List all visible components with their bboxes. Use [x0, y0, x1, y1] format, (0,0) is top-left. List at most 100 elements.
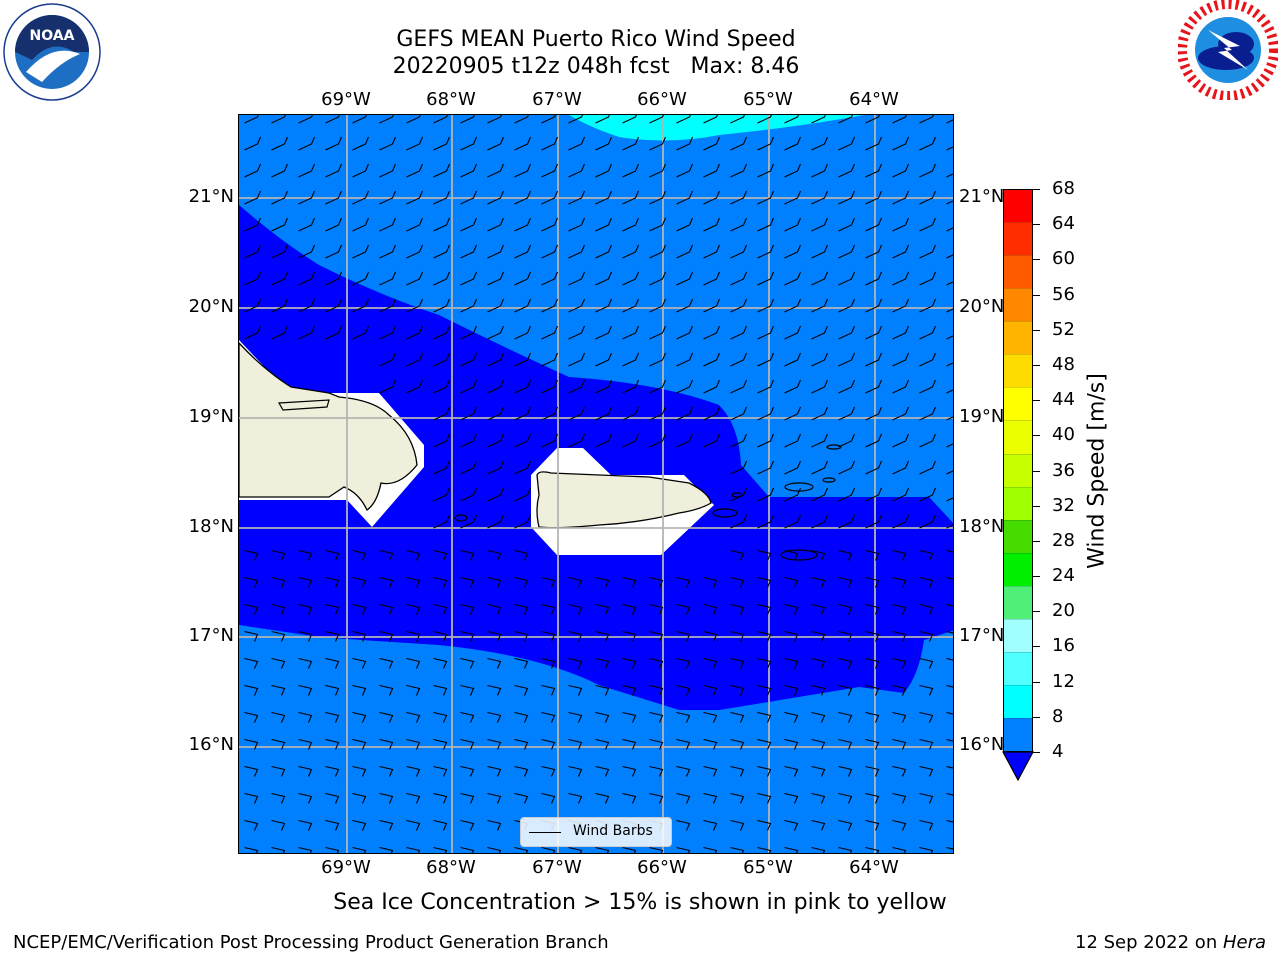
- wind-barb: [784, 738, 799, 750]
- wind-barb: [433, 460, 451, 475]
- wind-barb: [352, 792, 367, 804]
- wind-barb: [784, 379, 802, 394]
- wind-barb: [487, 846, 502, 853]
- wind-barb: [244, 325, 262, 340]
- footer-date: 12 Sep 2022 on: [1075, 932, 1223, 953]
- lat-label: 17°N: [959, 625, 1005, 646]
- colorbar-tick-label: 20: [1052, 600, 1075, 622]
- wind-barb: [325, 846, 340, 853]
- wind-barb: [676, 136, 694, 151]
- wind-barb: [757, 379, 775, 394]
- wind-barb: [784, 271, 802, 286]
- wind-barb: [514, 115, 529, 124]
- wind-barb: [379, 163, 397, 178]
- ocean-cyan-region: [569, 115, 864, 141]
- wind-barb: [298, 115, 313, 124]
- wind-barb: [892, 684, 907, 696]
- wind-barb: [460, 792, 475, 804]
- wind-barb: [352, 136, 370, 151]
- wind-barb: [460, 514, 478, 529]
- wind-barb: [595, 433, 613, 448]
- wind-barb: [649, 271, 667, 286]
- wind-barb: [325, 603, 340, 615]
- wind-barb: [703, 190, 721, 205]
- wind-barb: [514, 765, 529, 777]
- colorbar-segment: [1004, 519, 1032, 553]
- wind-barb: [811, 819, 826, 831]
- wind-barb: [298, 271, 316, 286]
- wind-barb: [460, 684, 475, 696]
- wind-barb: [676, 657, 691, 669]
- wind-barb: [784, 325, 802, 340]
- wind-barb: [379, 325, 397, 340]
- wind-barb: [568, 738, 583, 750]
- wind-barb: [433, 487, 451, 502]
- wind-barb: [298, 217, 316, 232]
- wind-barb: [730, 217, 748, 232]
- wind-barb: [811, 487, 829, 502]
- wind-barb: [568, 379, 586, 394]
- wind-barb: [865, 514, 883, 529]
- wind-barb: [433, 514, 451, 529]
- colorbar-tick-mark: [1033, 189, 1040, 190]
- wind-barb: [757, 603, 772, 615]
- sea-ice-caption: Sea Ice Concentration > 15% is shown in …: [333, 890, 947, 915]
- wind-barb: [757, 406, 775, 421]
- wind-barb: [433, 115, 448, 124]
- wind-barb: [622, 846, 637, 853]
- wind-barb: [568, 657, 583, 669]
- wind-barb: [865, 136, 883, 151]
- wind-barb: [433, 325, 451, 340]
- wind-barb: [865, 433, 883, 448]
- wind-barb: [433, 136, 451, 151]
- wind-barb: [757, 460, 775, 475]
- wind-barb: [838, 549, 853, 561]
- wind-barb: [514, 352, 532, 367]
- wind-barb: [541, 352, 559, 367]
- wind-barb: [325, 190, 343, 205]
- lon-label: 64°W: [849, 857, 899, 878]
- wind-barb: [379, 630, 394, 642]
- wind-barb: [946, 524, 953, 529]
- wind-barb: [298, 136, 316, 151]
- wind-barb: [838, 271, 856, 286]
- wind-barb: [757, 190, 775, 205]
- wind-barb: [838, 115, 853, 124]
- wind-barb: [595, 576, 610, 588]
- wind-barb: [271, 190, 289, 205]
- wind-barb: [757, 792, 772, 804]
- wind-barb: [838, 136, 856, 151]
- wind-barb: [622, 603, 637, 615]
- wind-barb: [676, 115, 691, 124]
- wind-barb: [541, 325, 559, 340]
- wind-barb: [541, 576, 556, 588]
- wind-barb: [649, 765, 664, 777]
- wind-barb: [784, 406, 802, 421]
- wind-barb: [892, 190, 910, 205]
- wind-barb: [838, 846, 853, 853]
- wind-barb: [919, 738, 934, 750]
- lat-label: 21°N: [959, 186, 1005, 207]
- wind-barb: [487, 487, 505, 502]
- wind-barb: [352, 603, 367, 615]
- lon-label: 69°W: [321, 89, 371, 110]
- wind-barb: [946, 335, 953, 340]
- wind-barb: [460, 738, 475, 750]
- colorbar-label: Wind Speed [m/s]: [1084, 373, 1110, 569]
- wind-barb: [838, 603, 853, 615]
- wind-barb: [919, 603, 934, 615]
- wind-barb: [892, 271, 910, 286]
- wind-barb: [406, 738, 421, 750]
- wind-barb: [352, 190, 370, 205]
- wind-barb: [784, 433, 802, 448]
- wind-barb: [244, 244, 262, 259]
- wind-barb: [919, 819, 934, 831]
- wind-barb: [946, 416, 953, 421]
- wind-barb: [433, 271, 451, 286]
- wind-barb: [514, 630, 529, 642]
- wind-barb: [487, 576, 502, 588]
- colorbar-segment: [1004, 190, 1032, 223]
- colorbar-segment: [1004, 552, 1032, 586]
- wind-barb: [406, 711, 421, 723]
- wind-barb: [487, 630, 502, 642]
